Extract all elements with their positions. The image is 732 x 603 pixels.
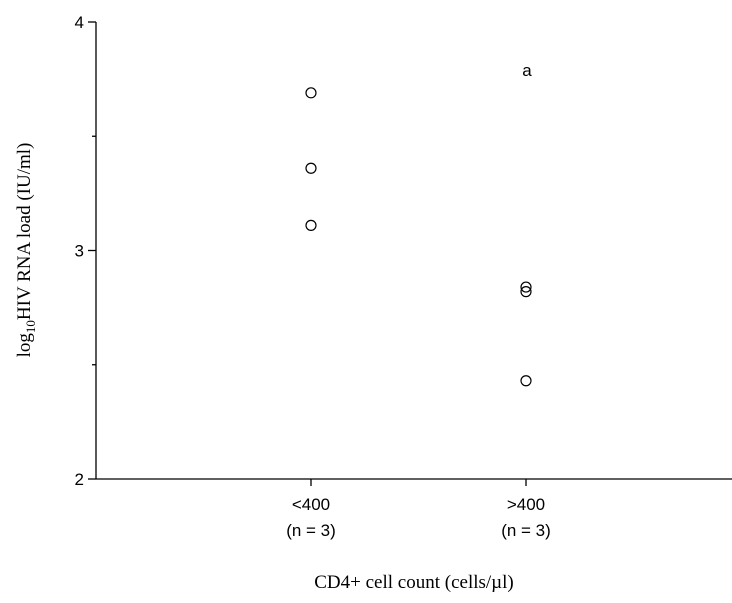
y-axis-label: log10HIV RNA load (IU/ml) [14, 143, 38, 358]
x-tick-note: (n = 3) [286, 521, 336, 540]
y-tick-label: 2 [75, 470, 84, 489]
annotation: a [522, 61, 532, 80]
y-label-text: HIV RNA load (IU/ml) [14, 143, 35, 321]
point [520, 281, 532, 293]
x-axis-label: CD4+ cell count (cells/µl) [314, 572, 513, 593]
point [305, 219, 317, 231]
x-tick-label: <400 [292, 495, 330, 514]
x-tick-label: >400 [507, 495, 545, 514]
y-label-prefix: log [14, 333, 35, 358]
point [305, 162, 317, 174]
point [305, 87, 317, 99]
point [520, 286, 532, 298]
point [520, 375, 532, 387]
x-tick-note: (n = 3) [501, 521, 551, 540]
y-label-subscript: 10 [23, 320, 38, 333]
y-tick-label: 3 [75, 242, 84, 261]
y-tick-label: 4 [75, 13, 84, 32]
